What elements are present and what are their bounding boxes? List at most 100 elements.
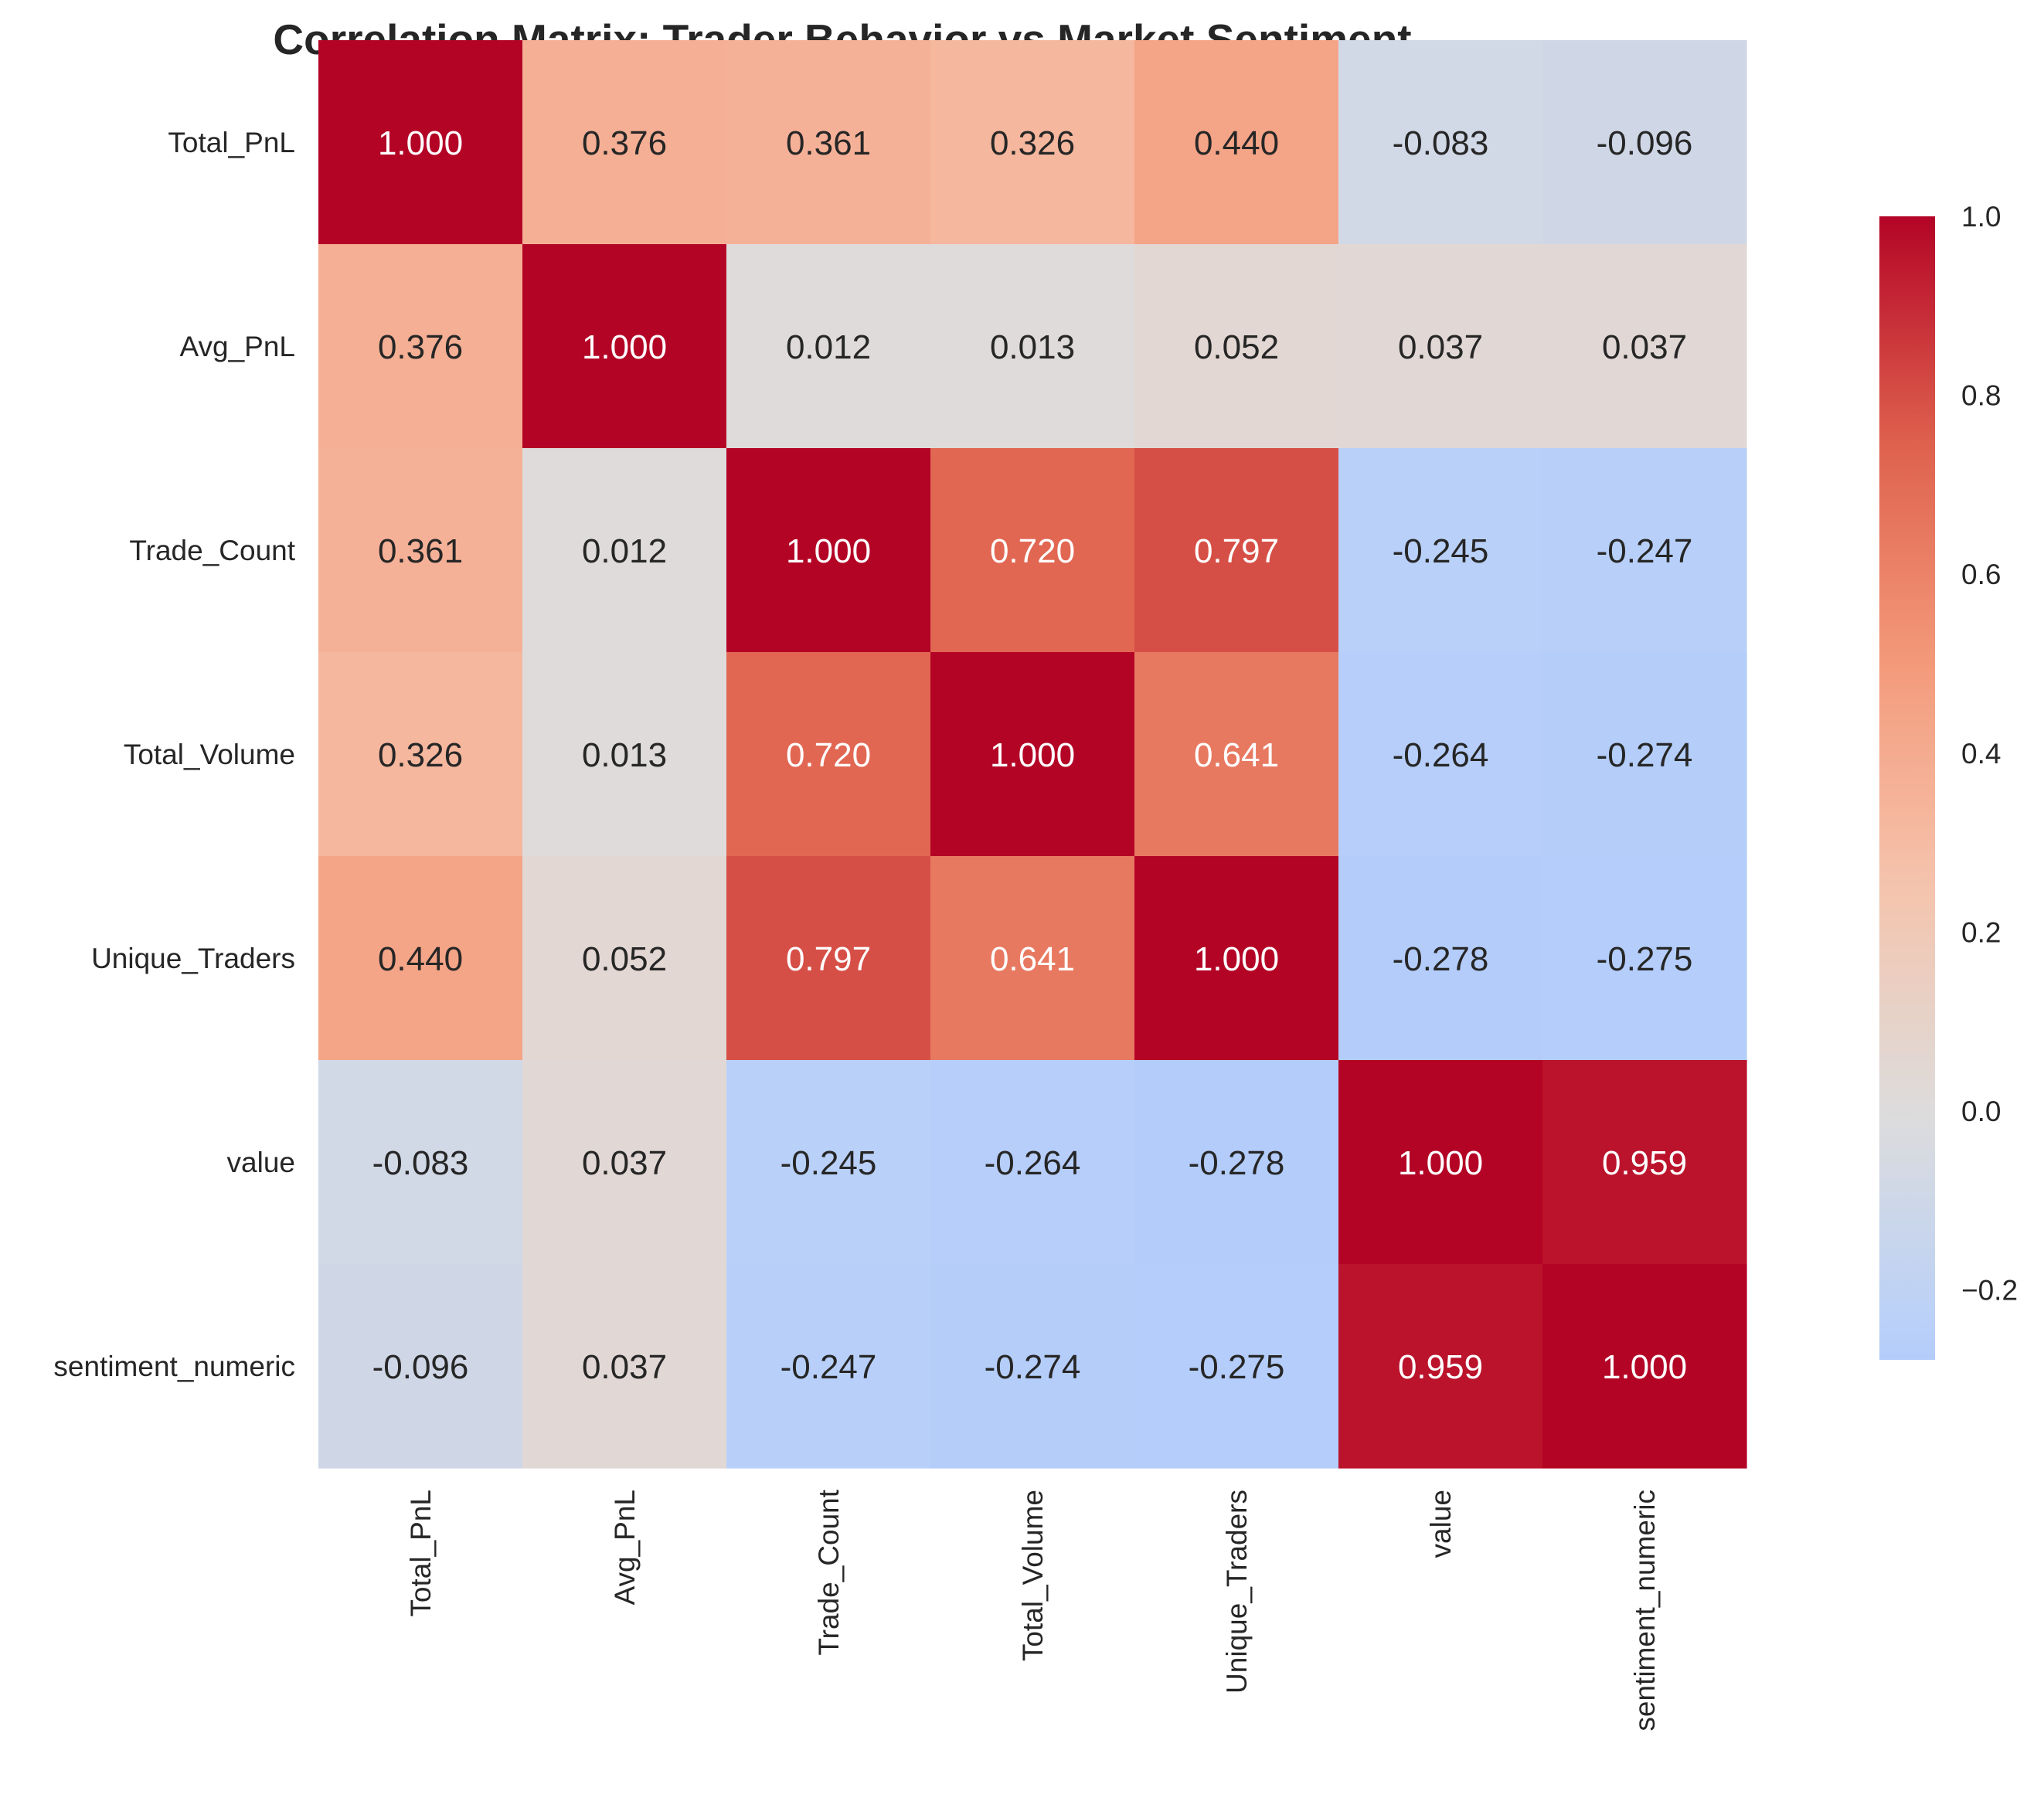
heatmap-cell bbox=[1134, 1264, 1339, 1469]
cell-value: 0.440 bbox=[378, 940, 463, 978]
heatmap-cell bbox=[1542, 448, 1747, 653]
cell-value: 0.361 bbox=[786, 124, 871, 162]
heatmap-cell bbox=[726, 652, 931, 857]
cell-value: 0.012 bbox=[582, 532, 667, 570]
colorbar-tick-label: 1.0 bbox=[1961, 201, 2001, 233]
heatmap-cell bbox=[1542, 1264, 1747, 1469]
cell-value: -0.096 bbox=[1597, 124, 1693, 162]
colorbar-gradient bbox=[1879, 216, 1935, 1360]
heatmap-cell bbox=[1134, 40, 1339, 245]
cell-value: 0.797 bbox=[1194, 532, 1279, 570]
column-label: Trade_Count bbox=[813, 1489, 845, 1655]
cell-value: -0.275 bbox=[1597, 940, 1693, 978]
row-labels: Total_PnL Avg_PnL Trade_Count Total_Volume U… bbox=[53, 127, 295, 1382]
heatmap-cell bbox=[318, 40, 523, 245]
cell-value: 0.013 bbox=[582, 736, 667, 774]
cell-value: 1.000 bbox=[1398, 1144, 1483, 1182]
heatmap-cell bbox=[1338, 244, 1543, 449]
heatmap-cell bbox=[1134, 856, 1339, 1061]
heatmap-cell bbox=[1542, 40, 1747, 245]
row-label: Avg_PnL bbox=[180, 331, 296, 362]
heatmap-cell bbox=[1542, 1060, 1747, 1265]
row-label: Trade_Count bbox=[129, 535, 295, 566]
cell-value: 0.037 bbox=[1602, 328, 1687, 366]
cell-value: 0.012 bbox=[786, 328, 871, 366]
colorbar-tick-label: 0.0 bbox=[1961, 1096, 2001, 1127]
cell-value: 0.361 bbox=[378, 532, 463, 570]
cell-value: -0.247 bbox=[1597, 532, 1693, 570]
column-label: Total_Volume bbox=[1017, 1490, 1049, 1661]
cell-value: -0.274 bbox=[1597, 736, 1693, 774]
cell-value: 0.326 bbox=[378, 736, 463, 774]
cell-value: 0.376 bbox=[582, 124, 667, 162]
heatmap-cell bbox=[1134, 244, 1339, 449]
column-label: value bbox=[1425, 1490, 1457, 1558]
column-label: Avg_PnL bbox=[609, 1490, 641, 1606]
row-label: Total_PnL bbox=[168, 127, 295, 158]
cell-value: 0.037 bbox=[582, 1348, 667, 1386]
heatmap-cell bbox=[1542, 244, 1747, 449]
colorbar-tick-label: 0.2 bbox=[1961, 916, 2001, 948]
heatmap-cell bbox=[930, 856, 1135, 1061]
heatmap-cell bbox=[1338, 1060, 1543, 1265]
cell-value: 0.641 bbox=[990, 940, 1075, 978]
cell-value: -0.247 bbox=[781, 1348, 877, 1386]
cell-value: 1.000 bbox=[990, 736, 1075, 774]
cell-value: 0.376 bbox=[378, 328, 463, 366]
cell-value: 0.959 bbox=[1398, 1348, 1483, 1386]
row-label: sentiment_numeric bbox=[53, 1351, 295, 1382]
cell-value: 0.959 bbox=[1602, 1144, 1687, 1182]
row-label: Unique_Traders bbox=[91, 943, 295, 974]
column-label: sentiment_numeric bbox=[1629, 1490, 1661, 1731]
colorbar-tick-label: 0.8 bbox=[1961, 380, 2001, 412]
heatmap-cell bbox=[318, 1264, 523, 1469]
heatmap-cell bbox=[1542, 652, 1747, 857]
cell-value: -0.245 bbox=[781, 1144, 877, 1182]
cell-value: 1.000 bbox=[582, 328, 667, 366]
row-label: value bbox=[227, 1147, 295, 1178]
heatmap-cell bbox=[1134, 1060, 1339, 1265]
cell-value: 0.052 bbox=[1194, 328, 1279, 366]
heatmap-cell bbox=[930, 1060, 1135, 1265]
column-labels: Total_PnL Avg_PnL Trade_Count Total_Volume U… bbox=[405, 1489, 1661, 1731]
heatmap-cell bbox=[1338, 40, 1543, 245]
heatmap-cell bbox=[1338, 856, 1543, 1061]
cell-value: 0.720 bbox=[786, 736, 871, 774]
column-label: Total_PnL bbox=[405, 1490, 437, 1617]
colorbar-tick-label: −0.2 bbox=[1961, 1275, 2018, 1307]
heatmap-cell bbox=[522, 448, 727, 653]
cell-value: 1.000 bbox=[1194, 940, 1279, 978]
heatmap-cell bbox=[1134, 448, 1339, 653]
row-label: Total_Volume bbox=[124, 739, 295, 770]
heatmap-cell bbox=[930, 244, 1135, 449]
heatmap-cell bbox=[1338, 448, 1543, 653]
cell-value: -0.245 bbox=[1393, 532, 1489, 570]
heatmap-cell bbox=[930, 448, 1135, 653]
heatmap-cell bbox=[726, 40, 931, 245]
heatmap-cell bbox=[318, 244, 523, 449]
heatmap-cell bbox=[522, 652, 727, 857]
heatmap-cell bbox=[318, 856, 523, 1061]
heatmap-cell bbox=[318, 652, 523, 857]
heatmap-cell bbox=[726, 1060, 931, 1265]
colorbar-tick-label: 0.6 bbox=[1961, 559, 2001, 590]
cell-value: -0.083 bbox=[1393, 124, 1489, 162]
cell-value: -0.264 bbox=[1393, 736, 1489, 774]
cell-value: 1.000 bbox=[378, 124, 463, 162]
heatmap-cell bbox=[1338, 1264, 1543, 1469]
heatmap-cell bbox=[726, 856, 931, 1061]
heatmap-cells bbox=[318, 40, 1747, 1469]
heatmap-cell bbox=[1338, 652, 1543, 857]
cell-value: -0.274 bbox=[985, 1348, 1081, 1386]
heatmap-cell bbox=[318, 448, 523, 653]
cell-value: -0.096 bbox=[372, 1348, 469, 1386]
heatmap-cell bbox=[318, 1060, 523, 1265]
cell-value: 0.052 bbox=[582, 940, 667, 978]
cell-value: -0.264 bbox=[985, 1144, 1081, 1182]
heatmap-cell bbox=[522, 244, 727, 449]
cell-value: -0.083 bbox=[372, 1144, 469, 1182]
cell-value: 0.037 bbox=[1398, 328, 1483, 366]
cell-value: 0.440 bbox=[1194, 124, 1279, 162]
cell-value: 0.326 bbox=[990, 124, 1075, 162]
cell-value: -0.275 bbox=[1189, 1348, 1285, 1386]
